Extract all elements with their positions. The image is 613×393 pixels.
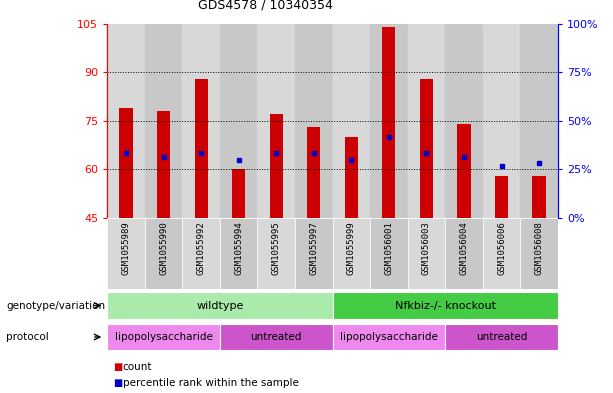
Bar bbox=[332, 292, 558, 319]
Bar bbox=[495, 176, 508, 218]
Bar bbox=[232, 169, 245, 218]
Bar bbox=[457, 124, 471, 218]
Text: ■: ■ bbox=[113, 378, 123, 388]
Bar bbox=[145, 24, 183, 218]
Bar bbox=[332, 218, 370, 289]
Bar bbox=[220, 24, 257, 218]
Bar bbox=[482, 24, 520, 218]
Text: untreated: untreated bbox=[476, 332, 527, 342]
Text: lipopolysaccharide: lipopolysaccharide bbox=[340, 332, 438, 342]
Bar bbox=[533, 176, 546, 218]
Bar bbox=[408, 218, 445, 289]
Bar bbox=[383, 27, 395, 218]
Bar bbox=[445, 324, 558, 350]
Bar bbox=[307, 127, 321, 218]
Text: GDS4578 / 10340354: GDS4578 / 10340354 bbox=[197, 0, 332, 12]
Text: GSM1056008: GSM1056008 bbox=[535, 222, 544, 275]
Bar bbox=[345, 137, 358, 218]
Bar bbox=[408, 24, 445, 218]
Bar bbox=[183, 24, 220, 218]
Text: GSM1056006: GSM1056006 bbox=[497, 222, 506, 275]
Text: GSM1056001: GSM1056001 bbox=[384, 222, 394, 275]
Text: GSM1055989: GSM1055989 bbox=[121, 222, 131, 275]
Bar bbox=[295, 218, 332, 289]
Bar bbox=[445, 218, 482, 289]
Bar bbox=[220, 218, 257, 289]
Bar bbox=[194, 79, 208, 218]
Bar bbox=[445, 24, 482, 218]
Text: GSM1055992: GSM1055992 bbox=[197, 222, 205, 275]
Bar bbox=[295, 24, 332, 218]
Bar bbox=[120, 108, 132, 218]
Bar bbox=[370, 218, 408, 289]
Text: untreated: untreated bbox=[251, 332, 302, 342]
Bar bbox=[107, 24, 145, 218]
Bar bbox=[183, 218, 220, 289]
Bar bbox=[332, 324, 445, 350]
Text: GSM1056003: GSM1056003 bbox=[422, 222, 431, 275]
Bar bbox=[107, 292, 332, 319]
Bar bbox=[157, 111, 170, 218]
Text: genotype/variation: genotype/variation bbox=[6, 301, 105, 310]
Bar bbox=[257, 24, 295, 218]
Text: GSM1055999: GSM1055999 bbox=[347, 222, 356, 275]
Bar bbox=[145, 218, 183, 289]
Text: GSM1055994: GSM1055994 bbox=[234, 222, 243, 275]
Bar bbox=[220, 324, 333, 350]
Text: wildtype: wildtype bbox=[196, 301, 243, 310]
Bar bbox=[107, 324, 220, 350]
Bar bbox=[520, 218, 558, 289]
Text: lipopolysaccharide: lipopolysaccharide bbox=[115, 332, 213, 342]
Bar bbox=[257, 218, 295, 289]
Text: ■: ■ bbox=[113, 362, 123, 373]
Bar bbox=[107, 218, 145, 289]
Bar bbox=[270, 114, 283, 218]
Bar bbox=[482, 218, 520, 289]
Bar bbox=[370, 24, 408, 218]
Text: GSM1055990: GSM1055990 bbox=[159, 222, 168, 275]
Bar bbox=[420, 79, 433, 218]
Text: percentile rank within the sample: percentile rank within the sample bbox=[123, 378, 299, 388]
Text: Nfkbiz-/- knockout: Nfkbiz-/- knockout bbox=[395, 301, 496, 310]
Text: count: count bbox=[123, 362, 152, 373]
Bar bbox=[332, 24, 370, 218]
Text: GSM1055995: GSM1055995 bbox=[272, 222, 281, 275]
Text: protocol: protocol bbox=[6, 332, 49, 342]
Bar bbox=[520, 24, 558, 218]
Text: GSM1055997: GSM1055997 bbox=[310, 222, 318, 275]
Text: GSM1056004: GSM1056004 bbox=[460, 222, 468, 275]
